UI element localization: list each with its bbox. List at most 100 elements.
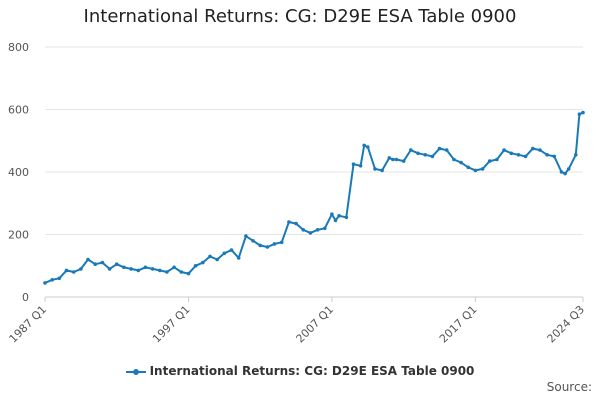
data-point (179, 270, 184, 274)
data-point (71, 270, 76, 274)
y-tick-label: 0 (22, 291, 29, 304)
data-point (516, 153, 521, 157)
y-tick-label: 200 (8, 229, 29, 242)
data-point (93, 262, 97, 267)
data-point (538, 148, 542, 152)
data-point (487, 159, 492, 163)
data-point (509, 151, 514, 156)
data-point (229, 248, 234, 252)
data-point (409, 148, 413, 152)
data-point (114, 262, 119, 267)
data-point (452, 157, 456, 162)
data-point (50, 278, 54, 282)
data-point (129, 267, 133, 271)
data-point (100, 260, 105, 265)
data-point (351, 162, 356, 166)
data-point (430, 154, 435, 159)
data-point (502, 148, 506, 152)
data-point (294, 221, 298, 226)
data-point (423, 153, 428, 157)
data-point (563, 171, 567, 176)
y-tick-label: 400 (8, 166, 29, 179)
data-point (437, 146, 442, 151)
x-axis-ticks: 1987 Q1 1997 Q1 2007 Q1 2017 Q1 2024 Q3 (7, 297, 588, 346)
data-point (193, 264, 198, 268)
data-point (186, 271, 191, 276)
series-line (44, 111, 584, 284)
data-point (308, 231, 313, 235)
data-point (391, 157, 395, 162)
data-point (258, 243, 263, 248)
data-point (251, 239, 255, 243)
x-tick-label: 2017 Q1 (437, 303, 480, 346)
data-point (473, 168, 478, 173)
data-point (158, 268, 162, 273)
legend-label: International Returns: CG: D29E ESA Tabl… (149, 364, 475, 378)
data-point (122, 265, 126, 270)
data-point (466, 165, 471, 170)
x-tick-label: 1997 Q1 (150, 303, 193, 346)
data-point (380, 168, 384, 173)
data-point (574, 153, 578, 157)
legend[interactable]: International Returns: CG: D29E ESA Tabl… (0, 364, 600, 378)
data-point (315, 228, 320, 232)
data-point (401, 159, 406, 163)
data-point (57, 276, 62, 281)
gridlines (45, 46, 583, 298)
data-point (333, 218, 338, 223)
data-point (244, 234, 248, 238)
data-point (531, 146, 535, 151)
x-tick-label: 2024 Q3 (545, 303, 588, 346)
data-point (323, 226, 327, 231)
data-point (208, 254, 212, 259)
data-point (577, 112, 582, 116)
data-point (64, 268, 69, 273)
data-point (172, 265, 176, 270)
data-point (459, 160, 463, 165)
data-point (373, 167, 377, 171)
data-point (394, 157, 399, 162)
data-point (566, 167, 571, 171)
source-label: Source: (546, 380, 592, 394)
data-point (495, 157, 499, 162)
data-point (581, 110, 585, 115)
data-point (215, 257, 219, 262)
data-point (480, 167, 485, 171)
data-point (330, 212, 334, 216)
chart-title: International Returns: CG: D29E ESA Tabl… (83, 6, 517, 27)
data-point (545, 153, 549, 157)
data-point (86, 257, 90, 262)
data-point (344, 215, 349, 220)
data-point (366, 145, 370, 149)
x-tick-label: 1987 Q1 (7, 303, 50, 346)
y-tick-label: 600 (8, 104, 29, 117)
data-point (416, 151, 420, 156)
legend-swatch (125, 368, 146, 375)
data-point (444, 148, 449, 152)
data-point (287, 220, 291, 224)
y-tick-label: 800 (8, 41, 29, 54)
data-point (552, 154, 557, 159)
y-axis-ticks: 0 200 400 600 800 (8, 41, 29, 304)
data-point (358, 164, 363, 168)
data-point (362, 143, 367, 148)
data-point (272, 242, 277, 246)
series-layer (43, 110, 585, 285)
data-point (301, 228, 306, 232)
data-point (236, 256, 241, 260)
data-point (165, 270, 169, 274)
data-point (79, 267, 83, 271)
data-point (523, 154, 528, 159)
data-point (107, 267, 112, 271)
data-point (265, 245, 270, 249)
data-point (150, 267, 155, 271)
data-point (559, 170, 564, 174)
data-point (387, 156, 392, 160)
data-point (222, 251, 227, 256)
data-point (279, 240, 284, 245)
data-point (337, 214, 341, 218)
data-point (201, 260, 205, 265)
data-point (143, 265, 148, 270)
x-tick-label: 2007 Q1 (294, 303, 337, 346)
